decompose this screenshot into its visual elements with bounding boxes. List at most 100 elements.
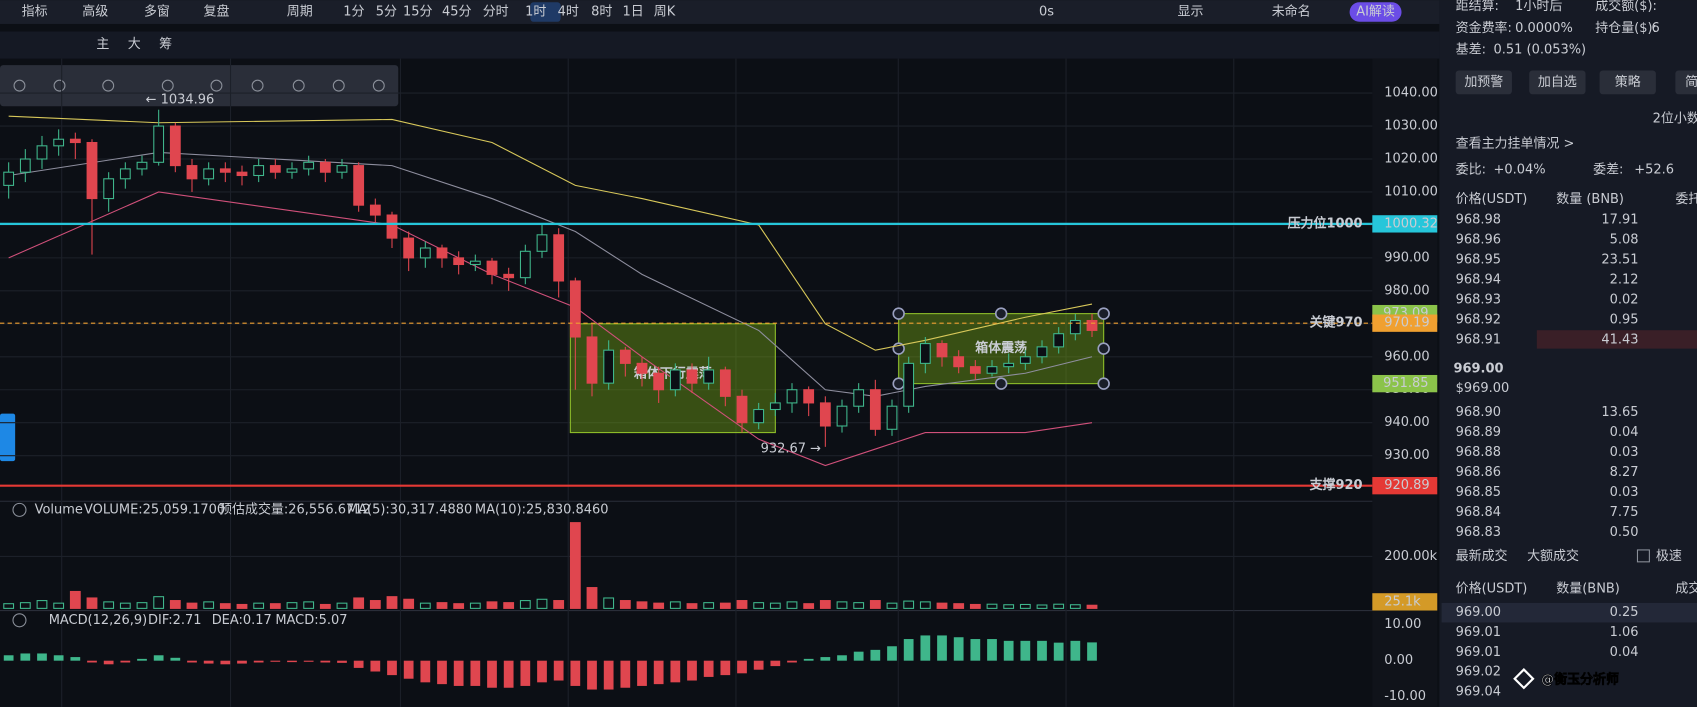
macd-bar [803, 658, 814, 661]
toolbar-item[interactable]: 分时 [483, 5, 509, 20]
toolbar-item[interactable]: 1分 [343, 5, 364, 20]
handle[interactable] [994, 307, 1008, 320]
indicator-button[interactable]: 筹 [159, 36, 172, 52]
toolbar-item[interactable]: 周期 [287, 5, 313, 20]
candle-body [486, 260, 498, 275]
macd-bar [220, 660, 231, 665]
tool-icon[interactable] [251, 79, 264, 92]
candle-body [53, 138, 65, 147]
checkbox[interactable] [1636, 549, 1650, 563]
toolbar-item[interactable]: 高级 [82, 4, 108, 20]
tool-icon[interactable] [161, 79, 174, 92]
macd-bar [887, 646, 897, 661]
button[interactable] [1675, 70, 1697, 95]
toolbar-item[interactable]: 复盘 [203, 4, 229, 20]
candle-body [236, 171, 248, 177]
handle[interactable] [892, 307, 905, 320]
y-tick-label: 10.00 [1384, 617, 1421, 632]
toolbar-item[interactable]: 多窗 [144, 4, 170, 20]
candle-body [203, 168, 215, 180]
volume-bar [319, 603, 331, 609]
collapse-icon[interactable] [12, 613, 27, 628]
indicator-button[interactable]: 大 [128, 37, 141, 52]
candle-body [769, 402, 781, 411]
volume-bar [369, 600, 381, 609]
toolbar-item[interactable]: 1日 [623, 5, 644, 20]
macd-bar [137, 658, 147, 661]
candle-body [19, 158, 31, 173]
trade-qty: 0.04 [1610, 645, 1639, 660]
tool-icon[interactable] [13, 79, 26, 92]
period-active [530, 2, 561, 22]
side-tab[interactable] [0, 413, 16, 462]
book-header: 委托 [1675, 192, 1697, 207]
button[interactable] [1599, 70, 1656, 95]
macd-bar [937, 635, 947, 661]
trade-tab[interactable]: 大额成交 [1527, 548, 1579, 564]
tool-icon[interactable] [210, 79, 223, 92]
handle[interactable] [1097, 307, 1110, 320]
ai-button[interactable] [1349, 2, 1402, 22]
info-value: 6 [1652, 21, 1660, 36]
volume-bar [553, 600, 565, 609]
info-value: 0.0000% [1515, 21, 1573, 36]
main-orders[interactable]: 查看主力挂单情况 > [1456, 136, 1575, 152]
toolbar-item[interactable]: 0s [1039, 5, 1054, 20]
volume-bar [736, 600, 748, 609]
volume-bar [669, 601, 681, 609]
handle[interactable] [892, 377, 905, 390]
handle[interactable] [994, 377, 1008, 390]
handle[interactable] [1097, 377, 1110, 390]
toolbar-item[interactable]: AI解读 [1356, 5, 1395, 20]
candle-body [936, 343, 948, 358]
y-tick-label: 940.00 [1384, 415, 1429, 430]
toolbar-item[interactable]: 周K [654, 5, 676, 20]
macd-bar [1020, 640, 1031, 661]
handle[interactable] [1097, 342, 1110, 355]
toolbar-item[interactable]: 4时 [558, 5, 579, 20]
button-label[interactable]: 策略 [1615, 74, 1641, 90]
button-label[interactable]: 加预警 [1464, 74, 1503, 90]
tool-icon[interactable] [102, 79, 115, 92]
button[interactable] [1455, 70, 1512, 95]
trade-tab[interactable]: 最新成交 [1456, 548, 1508, 564]
bid-price: 968.88 [1456, 445, 1501, 460]
y-tick-label: -10.00 [1384, 689, 1426, 704]
toolbar-item[interactable]: 1时 [525, 5, 546, 20]
volume-bar [1069, 604, 1081, 609]
candle-body [619, 349, 631, 364]
tool-icon[interactable] [53, 79, 66, 92]
macd-bar [470, 660, 481, 686]
collapse-icon[interactable] [12, 502, 27, 517]
indicator-button[interactable]: 主 [96, 37, 109, 52]
ask-qty: 0.02 [1610, 292, 1639, 307]
toolbar-item[interactable]: 未命名 [1272, 4, 1311, 20]
button-label[interactable]: 加自选 [1538, 75, 1577, 90]
bid-price: 968.90 [1456, 405, 1501, 420]
candle-body [986, 366, 998, 374]
precision[interactable]: 2位小数 [1653, 112, 1697, 127]
macd-bar [103, 660, 114, 665]
tool-icon[interactable] [332, 79, 345, 92]
macd-bar [520, 660, 531, 686]
candle-body [403, 237, 415, 259]
button[interactable] [1529, 70, 1586, 95]
toolbar-item[interactable]: 显示 [1178, 5, 1204, 20]
toolbar-item[interactable]: 45分 [442, 5, 472, 20]
tool-icon[interactable] [292, 79, 305, 92]
toolbar-item[interactable]: 5分 [376, 5, 397, 20]
volume-bar [53, 602, 65, 609]
chart-bg [0, 0, 1440, 707]
info-label: 成交额($): [1595, 0, 1657, 14]
volume-bar [436, 602, 448, 609]
volume-bar [269, 603, 281, 609]
candle-body [803, 389, 815, 404]
trade-tab[interactable]: 极速 [1656, 549, 1682, 564]
toolbar-item[interactable]: 15分 [403, 5, 433, 20]
toolbar-item[interactable]: 8时 [591, 5, 612, 20]
tool-icon[interactable] [372, 79, 385, 92]
candle-body [836, 405, 848, 427]
button-label[interactable]: 简 [1685, 74, 1697, 90]
macd-bar [3, 655, 14, 661]
toolbar-item[interactable]: 指标 [22, 5, 48, 20]
